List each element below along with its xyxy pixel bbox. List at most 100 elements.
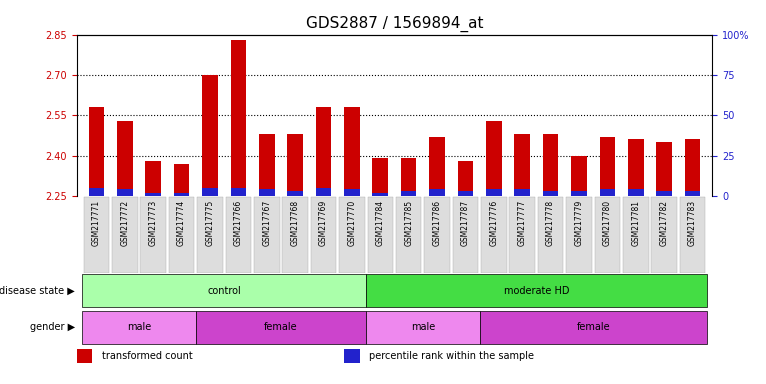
Bar <box>457 161 473 196</box>
Text: GSM217781: GSM217781 <box>631 200 640 246</box>
Bar <box>429 189 445 196</box>
Bar <box>486 189 502 196</box>
Bar <box>202 75 218 196</box>
Text: percentile rank within the sample: percentile rank within the sample <box>369 351 534 361</box>
Bar <box>174 193 189 196</box>
Text: GSM217774: GSM217774 <box>177 200 186 246</box>
Bar <box>344 107 360 196</box>
Bar <box>146 161 161 196</box>
Text: GSM217778: GSM217778 <box>546 200 555 246</box>
FancyBboxPatch shape <box>679 197 705 273</box>
Bar <box>287 134 303 196</box>
Bar <box>366 311 480 344</box>
Text: GSM217768: GSM217768 <box>290 200 300 246</box>
FancyBboxPatch shape <box>396 197 421 273</box>
FancyBboxPatch shape <box>83 197 110 273</box>
FancyBboxPatch shape <box>623 197 649 273</box>
Text: GSM217772: GSM217772 <box>120 200 129 246</box>
Bar <box>685 139 700 196</box>
Bar <box>543 134 558 196</box>
Bar <box>344 189 360 196</box>
Bar <box>89 107 104 196</box>
Bar <box>515 134 530 196</box>
Bar <box>259 134 274 196</box>
Text: GSM217784: GSM217784 <box>376 200 385 246</box>
Bar <box>685 191 700 196</box>
Bar <box>174 164 189 196</box>
Bar <box>82 275 366 307</box>
Bar <box>287 191 303 196</box>
FancyBboxPatch shape <box>566 197 592 273</box>
Bar <box>82 311 196 344</box>
Bar <box>231 40 246 196</box>
FancyBboxPatch shape <box>226 197 251 273</box>
Bar <box>571 191 587 196</box>
Bar <box>656 142 672 196</box>
Bar <box>457 191 473 196</box>
FancyBboxPatch shape <box>424 197 450 273</box>
Bar <box>196 311 366 344</box>
Bar <box>231 188 246 196</box>
Text: transformed count: transformed count <box>102 351 193 361</box>
Bar <box>372 193 388 196</box>
Bar <box>628 189 643 196</box>
FancyBboxPatch shape <box>339 197 365 273</box>
Bar <box>401 191 417 196</box>
Bar <box>656 191 672 196</box>
Text: GSM217766: GSM217766 <box>234 200 243 246</box>
Text: male: male <box>127 322 151 333</box>
Text: female: female <box>576 322 610 333</box>
Text: GSM217785: GSM217785 <box>404 200 413 246</box>
Text: GSM217775: GSM217775 <box>205 200 214 246</box>
FancyBboxPatch shape <box>651 197 677 273</box>
Text: GSM217787: GSM217787 <box>461 200 470 246</box>
Bar <box>480 311 707 344</box>
Bar <box>600 189 615 196</box>
Text: moderate HD: moderate HD <box>504 286 569 296</box>
FancyBboxPatch shape <box>311 197 336 273</box>
FancyBboxPatch shape <box>453 197 478 273</box>
Bar <box>486 121 502 196</box>
FancyBboxPatch shape <box>112 197 138 273</box>
FancyBboxPatch shape <box>594 197 620 273</box>
FancyBboxPatch shape <box>254 197 280 273</box>
Text: GSM217782: GSM217782 <box>660 200 669 246</box>
Bar <box>202 188 218 196</box>
Text: GSM217786: GSM217786 <box>433 200 441 246</box>
Bar <box>515 189 530 196</box>
Bar <box>429 137 445 196</box>
Bar <box>344 349 359 363</box>
Bar <box>600 137 615 196</box>
Bar <box>89 188 104 196</box>
Text: control: control <box>208 286 241 296</box>
Text: GSM217771: GSM217771 <box>92 200 101 246</box>
Text: disease state ▶: disease state ▶ <box>0 286 75 296</box>
Text: GSM217773: GSM217773 <box>149 200 158 246</box>
Bar <box>401 158 417 196</box>
Bar <box>366 275 707 307</box>
Text: GSM217779: GSM217779 <box>574 200 584 246</box>
Bar <box>543 191 558 196</box>
Bar <box>259 189 274 196</box>
FancyBboxPatch shape <box>140 197 166 273</box>
FancyBboxPatch shape <box>538 197 563 273</box>
Text: GSM217770: GSM217770 <box>348 200 356 246</box>
Text: GSM217767: GSM217767 <box>262 200 271 246</box>
Text: female: female <box>264 322 298 333</box>
FancyBboxPatch shape <box>509 197 535 273</box>
Text: male: male <box>411 322 435 333</box>
Bar <box>146 193 161 196</box>
Bar <box>316 188 332 196</box>
Bar <box>77 349 93 363</box>
Text: gender ▶: gender ▶ <box>30 322 75 333</box>
Bar <box>117 189 133 196</box>
Bar <box>372 158 388 196</box>
Text: GSM217780: GSM217780 <box>603 200 612 246</box>
Bar <box>571 156 587 196</box>
Text: GDS2887 / 1569894_at: GDS2887 / 1569894_at <box>306 15 483 31</box>
FancyBboxPatch shape <box>169 197 195 273</box>
Text: GSM217777: GSM217777 <box>518 200 527 246</box>
FancyBboxPatch shape <box>368 197 393 273</box>
FancyBboxPatch shape <box>481 197 506 273</box>
Text: GSM217783: GSM217783 <box>688 200 697 246</box>
